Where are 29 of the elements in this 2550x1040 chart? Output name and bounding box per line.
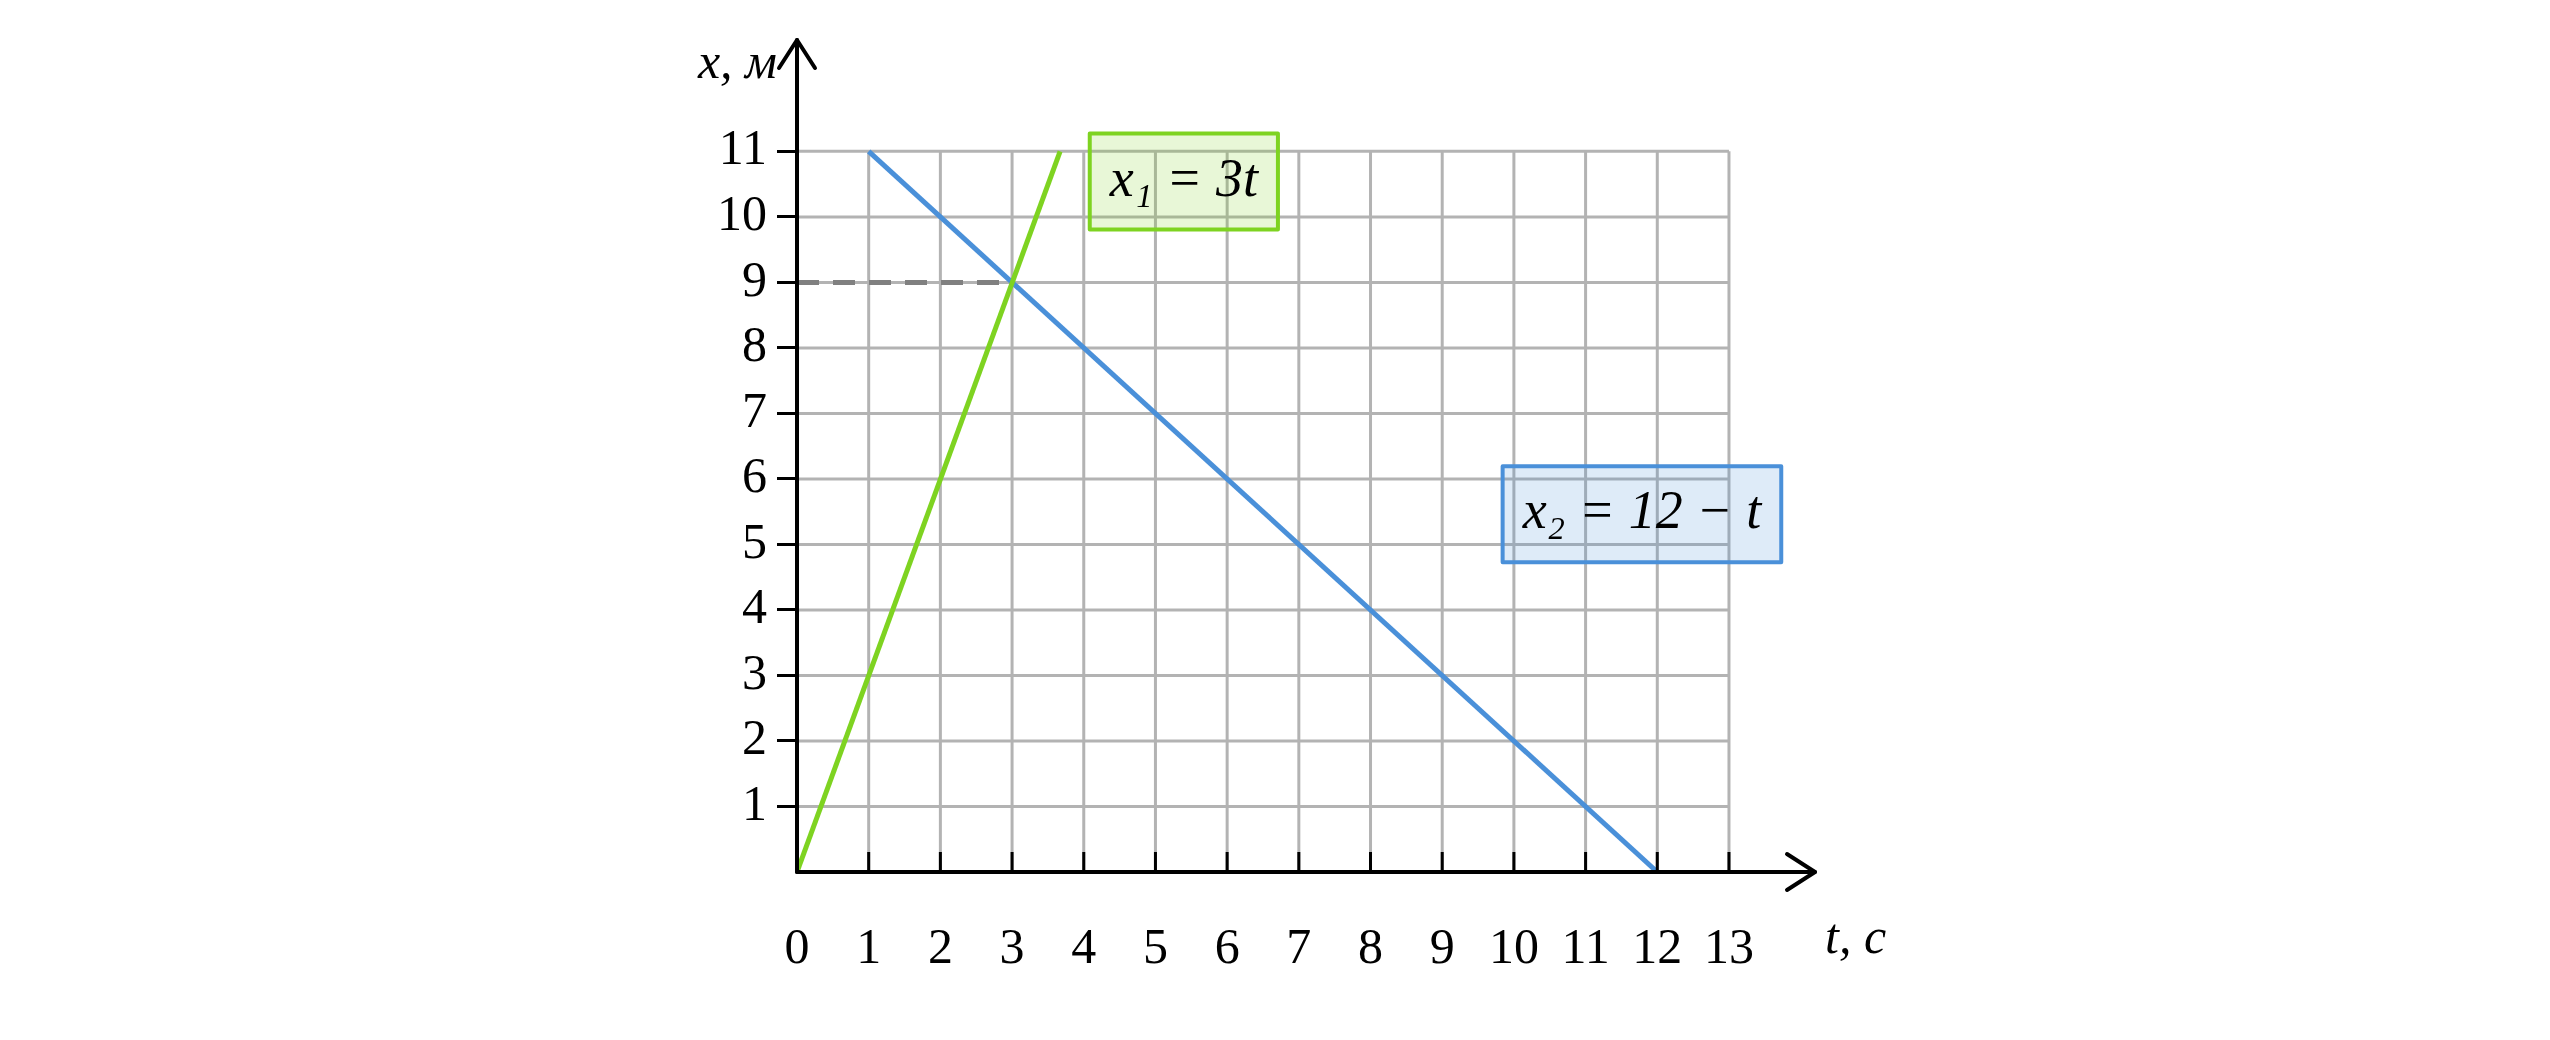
x-tick-label: 0: [784, 918, 810, 975]
y-tick-label: 1: [742, 774, 767, 831]
y-tick-label: 5: [742, 512, 767, 569]
y-tick-label: 7: [742, 381, 767, 438]
y-tick-label: 9: [742, 250, 767, 307]
x-tick-label: 7: [1286, 918, 1312, 975]
x-axis-title: t, с: [1825, 908, 1887, 965]
x-tick-label: 9: [1429, 918, 1455, 975]
x-tick-label: 10: [1488, 918, 1539, 975]
y-tick-label: 3: [742, 643, 767, 700]
annotation: x₁ = 3t: [1108, 147, 1260, 208]
y-tick-label: 11: [718, 119, 767, 176]
x-tick-label: 8: [1358, 918, 1384, 975]
x-tick-label: 2: [927, 918, 953, 975]
x-tick-label: 1: [856, 918, 882, 975]
annotation: x₂ = 12 − t: [1521, 480, 1764, 541]
x-tick-label: 11: [1561, 918, 1610, 975]
y-tick-label: 2: [742, 709, 767, 766]
y-axis-title: x, м: [696, 33, 777, 90]
y-tick-label: 8: [742, 316, 767, 373]
y-tick-label: 4: [742, 578, 767, 635]
x-tick-label: 12: [1632, 918, 1683, 975]
y-tick-label: 10: [717, 185, 767, 242]
x-tick-label: 13: [1703, 918, 1754, 975]
x-tick-label: 6: [1214, 918, 1240, 975]
x-tick-label: 3: [999, 918, 1025, 975]
y-tick-label: 6: [742, 447, 767, 504]
x-tick-label: 5: [1142, 918, 1168, 975]
x-tick-label: 4: [1071, 918, 1097, 975]
